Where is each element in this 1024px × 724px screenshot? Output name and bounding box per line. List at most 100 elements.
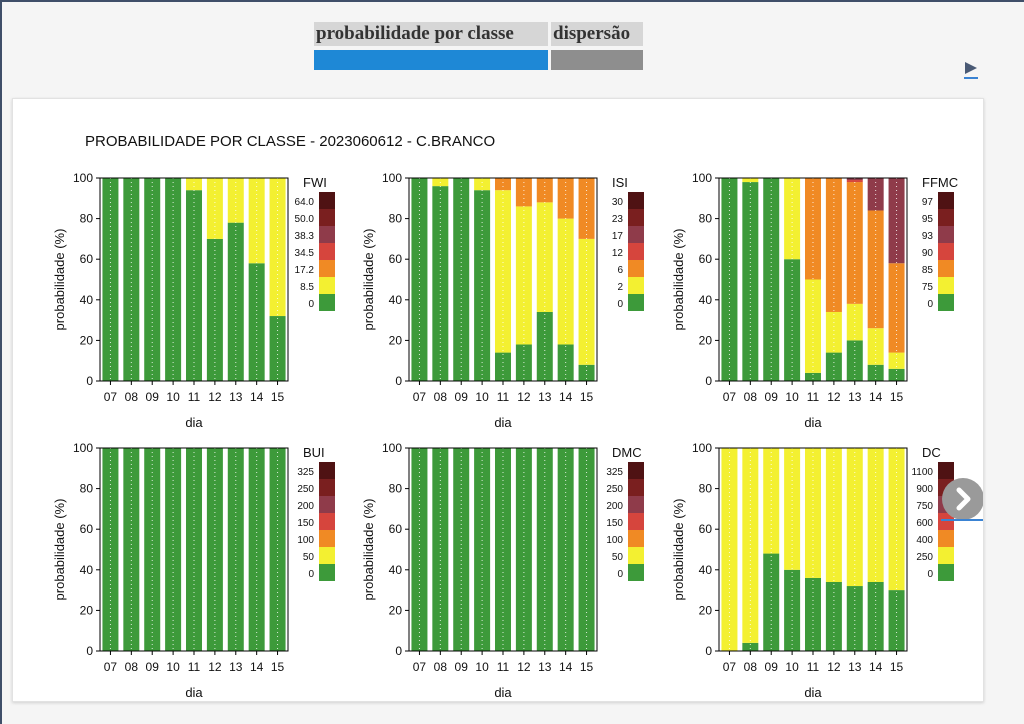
y-tick-label: 0 <box>86 644 93 658</box>
legend-label: 100 <box>606 535 623 546</box>
y-tick-label: 40 <box>389 293 403 307</box>
legend-swatch <box>319 462 335 479</box>
legend-label: 23 <box>612 214 624 225</box>
x-tick-label: 08 <box>125 660 139 674</box>
chart-bui: 07 08 09 10 11 12 13 14 15020406080100diaprobabi… <box>52 441 335 700</box>
x-tick-label: 14 <box>250 660 264 674</box>
legend-swatch <box>628 243 644 260</box>
x-tick-label: 08 <box>125 390 139 404</box>
y-tick-label: 100 <box>692 441 712 455</box>
bar-segment <box>888 263 905 353</box>
tab-dispersao[interactable]: dispersão <box>551 22 643 70</box>
legend-swatch <box>319 496 335 513</box>
bar-segment <box>867 448 884 582</box>
legend-title: FFMC <box>922 175 958 190</box>
legend-swatch <box>628 513 644 530</box>
x-tick-label: 07 <box>723 390 737 404</box>
legend-swatch <box>938 547 954 564</box>
legend-label: 75 <box>922 282 934 293</box>
bar-segment <box>515 448 532 651</box>
bar-segment <box>578 238 595 365</box>
bar-segment <box>102 178 119 381</box>
y-tick-label: 40 <box>80 563 94 577</box>
bar-segment <box>227 222 244 381</box>
bar-segment <box>269 178 286 317</box>
legend-label: 64.0 <box>295 197 315 208</box>
legend-swatch <box>319 277 335 294</box>
bar-segment <box>805 178 821 280</box>
legend-swatch <box>628 260 644 277</box>
tab-indicator-active <box>314 50 548 70</box>
bar-segment <box>536 202 553 312</box>
bar-segment <box>206 448 223 651</box>
y-tick-label: 60 <box>80 522 94 536</box>
bar-segment <box>557 448 574 651</box>
legend-label: 900 <box>916 484 933 495</box>
x-tick-label: 09 <box>455 660 469 674</box>
y-tick-label: 0 <box>705 644 712 658</box>
y-tick-label: 40 <box>699 563 713 577</box>
y-tick-label: 20 <box>389 333 403 347</box>
bar-segment <box>515 178 532 207</box>
x-axis-label: dia <box>804 415 822 430</box>
bar-segment <box>186 190 202 381</box>
bar-segment <box>846 180 863 183</box>
next-underline <box>941 519 983 521</box>
x-tick-label: 11 <box>497 390 510 404</box>
legend-label: 97 <box>922 197 934 208</box>
legend-swatch <box>628 192 644 209</box>
legend-label: 250 <box>297 484 314 495</box>
y-tick-label: 80 <box>699 482 713 496</box>
bar-segment <box>557 218 574 345</box>
bar-segment <box>888 448 905 591</box>
y-tick-label: 20 <box>80 333 94 347</box>
y-tick-label: 80 <box>699 212 713 226</box>
play-button[interactable] <box>964 60 978 80</box>
legend-swatch <box>628 226 644 243</box>
bar-segment <box>432 186 449 381</box>
bar-segment <box>805 577 821 651</box>
x-tick-label: 07 <box>104 390 118 404</box>
y-tick-label: 0 <box>395 644 402 658</box>
bar-segment <box>269 316 286 381</box>
legend-label: 38.3 <box>295 231 315 242</box>
y-tick-label: 40 <box>80 293 94 307</box>
x-tick-label: 14 <box>559 390 573 404</box>
bar-segment <box>474 178 491 191</box>
plot-frame <box>718 447 908 652</box>
bar-segment <box>846 586 863 651</box>
y-tick-label: 100 <box>73 441 93 455</box>
legend-title: DC <box>922 445 941 460</box>
legend-label: 17 <box>612 231 624 242</box>
tab-probabilidade-por-classe[interactable]: probabilidade por classe <box>314 22 548 70</box>
x-tick-label: 13 <box>848 390 862 404</box>
x-tick-label: 11 <box>807 660 820 674</box>
legend-label: 95 <box>922 214 934 225</box>
legend-swatch <box>628 462 644 479</box>
x-tick-label: 10 <box>166 660 180 674</box>
legend-swatch <box>938 530 954 547</box>
bar-segment <box>227 178 244 223</box>
plot-frame <box>408 177 598 382</box>
next-button[interactable] <box>941 477 983 521</box>
legend-swatch <box>628 530 644 547</box>
y-tick-label: 0 <box>705 374 712 388</box>
chart-fwi: 07 08 09 10 11 12 13 14 15 0 20 40 60 80 100 dia probabi… <box>52 171 335 430</box>
legend-swatch <box>938 243 954 260</box>
x-tick-label: 08 <box>434 660 448 674</box>
legend-label: 0 <box>308 299 314 310</box>
bar-segment <box>825 448 842 582</box>
x-tick-label: 08 <box>744 390 758 404</box>
y-tick-label: 40 <box>389 563 403 577</box>
chart-ffmc: 07 08 09 10 11 12 13 14 15 0 20 40 60 80 100 dia probabi… <box>671 171 958 430</box>
legend-swatch <box>319 192 335 209</box>
x-tick-label: 07 <box>723 660 737 674</box>
bar-segment <box>742 182 759 381</box>
legend-label: 8.5 <box>300 282 314 293</box>
legend-swatch <box>628 564 644 581</box>
legend-label: 6 <box>617 265 623 276</box>
legend-label: 17.2 <box>295 265 315 276</box>
tab-indicator <box>551 50 643 70</box>
bar-segment <box>867 210 884 329</box>
